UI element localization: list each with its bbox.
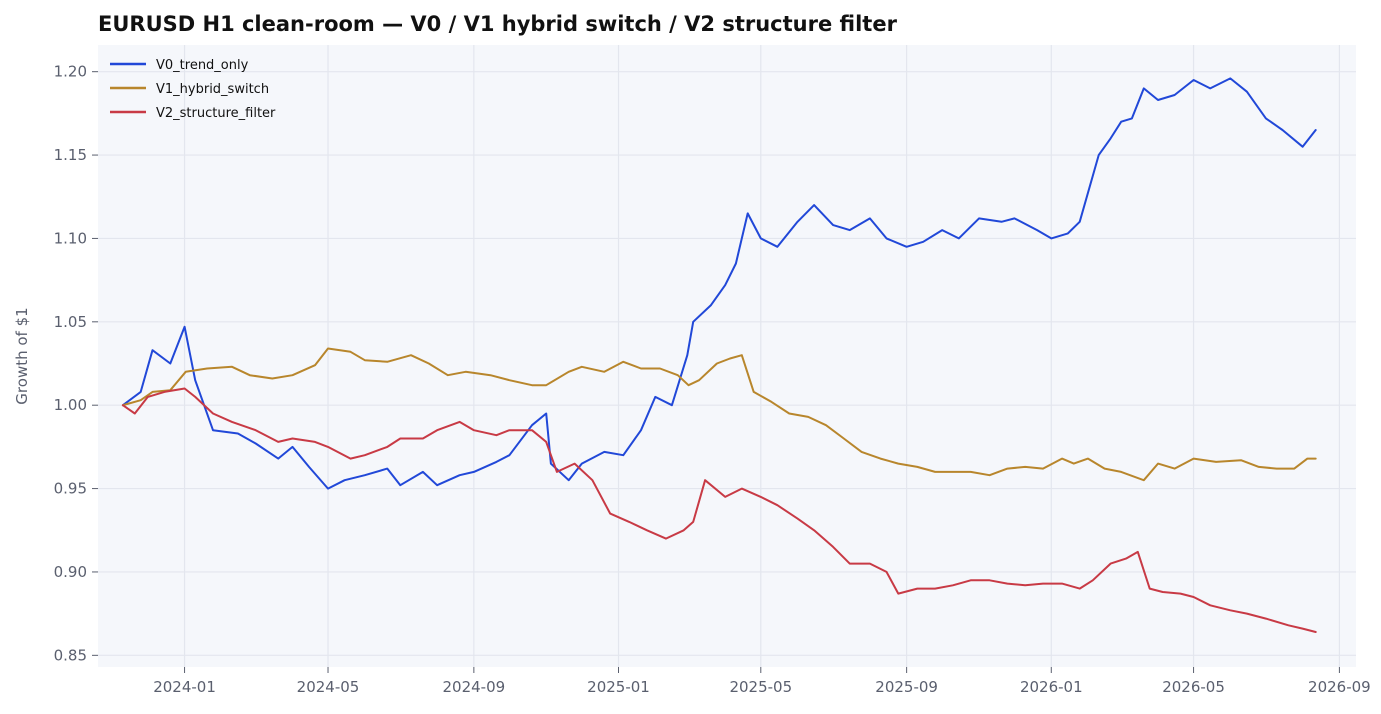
y-tick-label: 1.15 <box>54 146 87 164</box>
x-tick-label: 2024-01 <box>153 678 216 696</box>
series-lines <box>121 77 1317 633</box>
series-line-0 <box>121 77 1317 490</box>
y-axis: 0.85 0.90 0.95 1.00 1.05 1.10 1.15 1.20 <box>54 63 98 664</box>
plot-area <box>98 45 1356 667</box>
x-tick-label: 2025-09 <box>875 678 938 696</box>
y-tick-label: 1.05 <box>54 313 87 331</box>
legend-label: V1_hybrid_switch <box>156 82 269 97</box>
x-tick-label: 2026-05 <box>1162 678 1225 696</box>
y-tick-label: 1.10 <box>54 229 87 247</box>
legend: V0_trend_only V1_hybrid_switch V2_structur… <box>110 58 276 121</box>
series-line-2 <box>121 387 1317 633</box>
y-tick-label: 1.20 <box>54 63 87 81</box>
x-tick-label: 2024-05 <box>297 678 360 696</box>
grid-lines <box>98 45 1356 667</box>
y-tick-label: 0.95 <box>54 480 87 498</box>
series-line-1 <box>121 347 1317 482</box>
x-tick-label: 2024-09 <box>443 678 506 696</box>
x-tick-label: 2026-09 <box>1308 678 1371 696</box>
legend-label: V2_structure_filter <box>156 106 276 121</box>
x-tick-label: 2025-05 <box>729 678 792 696</box>
legend-label: V0_trend_only <box>156 58 249 73</box>
x-tick-label: 2026-01 <box>1020 678 1083 696</box>
x-tick-label: 2025-01 <box>587 678 650 696</box>
x-axis: 2024-01 2024-05 2024-09 2025-01 2025-05 2025-… <box>153 667 1371 696</box>
y-axis-label: Growth of $1 <box>13 307 31 404</box>
chart-title: EURUSD H1 clean-room — V0 / V1 hybrid sw… <box>98 12 898 36</box>
y-tick-label: 0.85 <box>54 646 87 664</box>
y-tick-label: 0.90 <box>54 563 87 581</box>
y-tick-label: 1.00 <box>54 396 87 414</box>
